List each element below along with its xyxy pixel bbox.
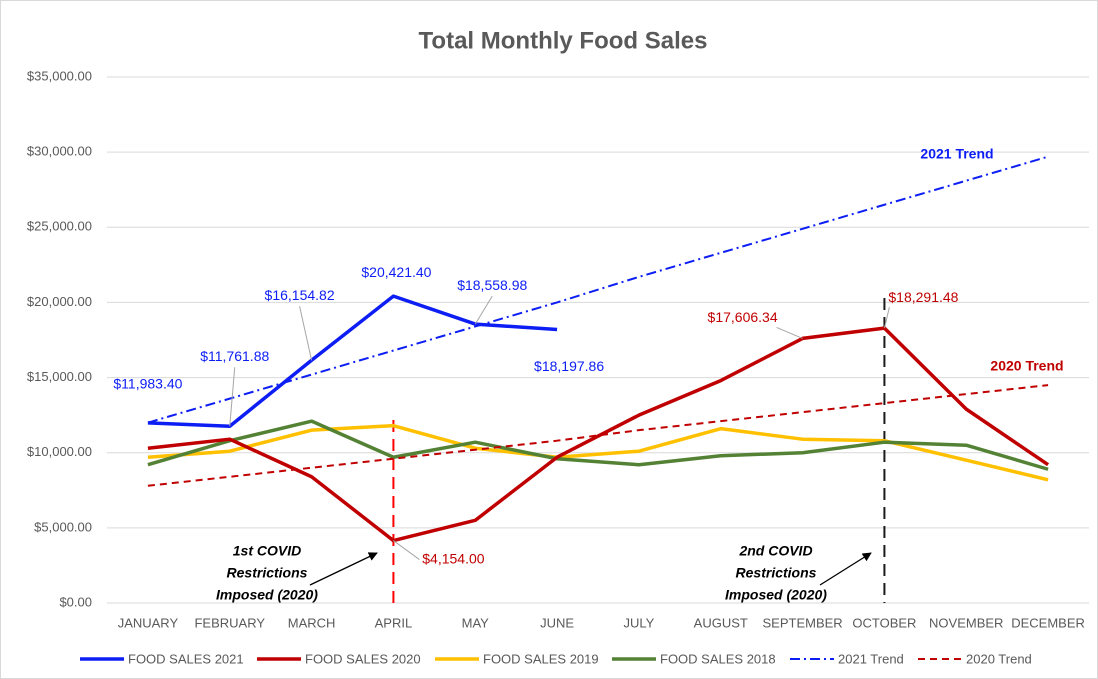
label-leader — [776, 326, 803, 339]
x-tick-label: JULY — [624, 615, 655, 630]
x-tick-label: NOVEMBER — [929, 615, 1003, 630]
legend-label: FOOD SALES 2019 — [483, 651, 599, 666]
trend-line — [147, 155, 1049, 424]
legend-label: 2021 Trend — [838, 651, 904, 666]
legend-label: FOOD SALES 2021 — [128, 651, 244, 666]
series-line — [147, 294, 558, 428]
annotation: 2nd COVID — [738, 543, 812, 559]
data-label: $17,606.34 — [708, 309, 778, 325]
data-label: $11,761.88 — [200, 348, 269, 364]
legend-label: 2020 Trend — [966, 651, 1032, 666]
x-tick-label: FEBRUARY — [194, 615, 265, 630]
label-leader — [883, 306, 890, 329]
data-label: $18,197.86 — [534, 358, 604, 374]
x-tick-label: OCTOBER — [852, 615, 916, 630]
y-tick-label: $10,000.00 — [27, 444, 92, 459]
x-tick-label: MAY — [462, 615, 490, 630]
legend-label: FOOD SALES 2018 — [660, 651, 776, 666]
series-line — [147, 326, 1050, 543]
data-label: $20,421.40 — [361, 264, 431, 280]
x-tick-label: JUNE — [540, 615, 574, 630]
x-tick-label: DECEMBER — [1011, 615, 1085, 630]
x-tick-label: JANUARY — [118, 615, 179, 630]
legend-label: FOOD SALES 2020 — [305, 651, 421, 666]
label-leader — [299, 306, 313, 361]
x-tick-label: MARCH — [288, 615, 336, 630]
data-label: $4,154.00 — [422, 550, 484, 566]
y-tick-label: $30,000.00 — [27, 144, 92, 159]
y-tick-label: $25,000.00 — [27, 219, 92, 234]
chart-title: Total Monthly Food Sales — [419, 27, 708, 54]
y-tick-label: $35,000.00 — [27, 68, 92, 83]
series-line — [147, 419, 1049, 471]
annotation: 2020 Trend — [990, 358, 1063, 374]
annotation: Imposed (2020) — [216, 587, 318, 603]
data-label: $18,558.98 — [457, 277, 527, 293]
annotation-arrow — [309, 552, 378, 586]
y-tick-label: $15,000.00 — [27, 369, 92, 384]
annotation: Restrictions — [227, 565, 308, 581]
x-tick-label: APRIL — [375, 615, 413, 630]
annotation: Restrictions — [736, 565, 817, 581]
label-leader — [393, 540, 420, 560]
annotation: 2021 Trend — [920, 146, 993, 162]
label-leader — [229, 367, 236, 427]
annotation: Imposed (2020) — [725, 587, 827, 603]
y-tick-label: $0.00 — [59, 594, 92, 609]
annotation: 1st COVID — [233, 543, 301, 559]
label-leader — [474, 295, 493, 325]
data-label: $18,291.48 — [888, 289, 958, 305]
data-label: $11,983.40 — [113, 376, 182, 392]
x-tick-label: AUGUST — [694, 615, 748, 630]
data-label: $16,154.82 — [265, 287, 335, 303]
annotation-arrow — [819, 552, 872, 586]
y-tick-label: $5,000.00 — [34, 519, 92, 534]
x-tick-label: SEPTEMBER — [762, 615, 842, 630]
y-tick-label: $20,000.00 — [27, 294, 92, 309]
